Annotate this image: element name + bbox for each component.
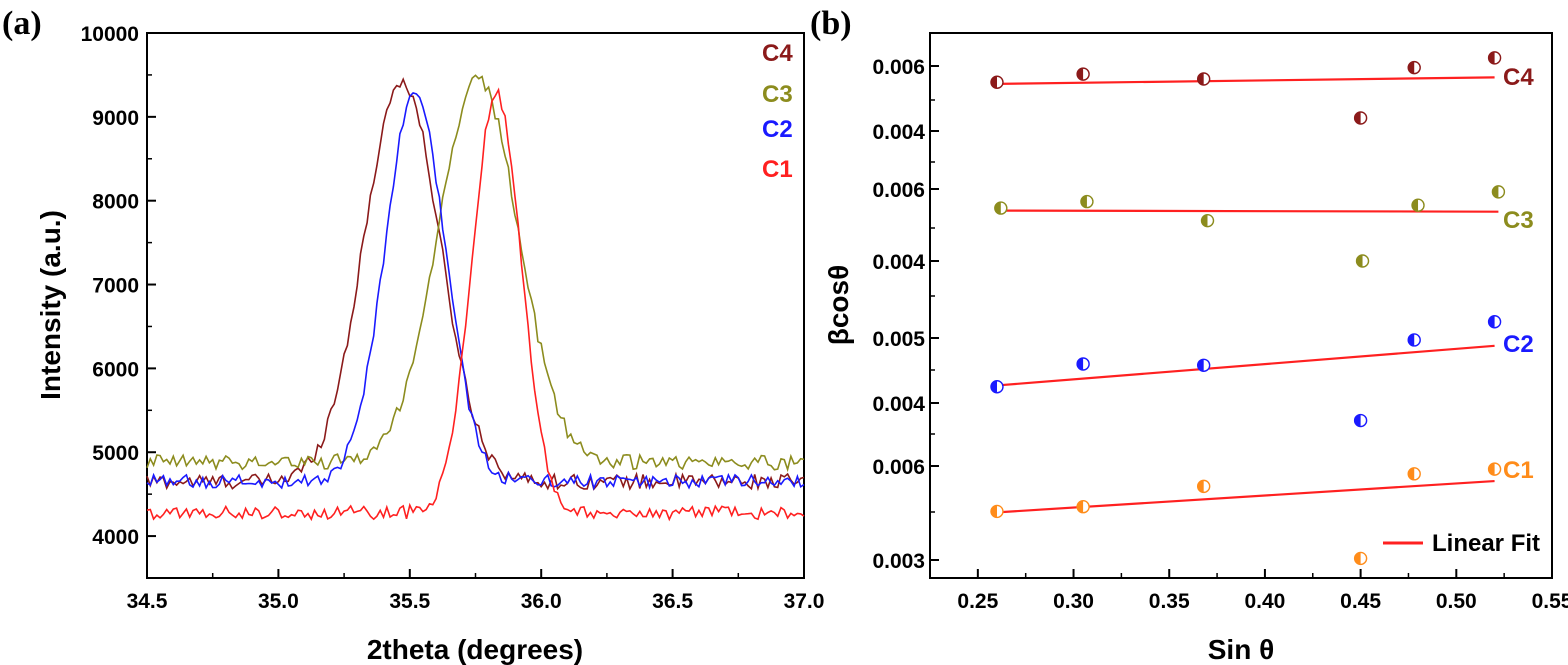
xrd-series-c2-line (146, 91, 805, 491)
wh-x-tick-label: 0.55 (1532, 590, 1568, 613)
wh-point (1353, 111, 1368, 125)
wh-fit-line-c1 (996, 479, 1495, 514)
wh-group-c2: C2 (990, 315, 1534, 428)
wh-point (1196, 479, 1211, 494)
xrd-y-tick-label: 5000 (92, 442, 139, 465)
wh-plot-frame (929, 32, 1553, 579)
wh-point (1353, 551, 1368, 566)
wh-group-label-c3: C3 (1503, 207, 1534, 234)
xrd-chart: 34.5 35.0 35.5 36.0 36.5 37.0 4000 5000 6000 7000… (35, 23, 824, 665)
wh-point (1196, 72, 1211, 86)
xrd-y-tick-label: 7000 (92, 275, 139, 298)
wh-y-tick-label: 0.004 (872, 393, 925, 416)
xrd-y-tick-label: 8000 (92, 191, 139, 214)
wh-y-tick-label: 0.003 (872, 550, 925, 573)
wh-point (990, 75, 1004, 89)
wh-y-tick-label: 0.006 (872, 179, 925, 202)
wh-group-c3: C3 (994, 185, 1534, 268)
wh-y-tick-label: 0.006 (872, 456, 925, 479)
xrd-series-group (146, 74, 805, 522)
wh-group-label-c2: C2 (1503, 331, 1534, 358)
xrd-legend-c2: C2 (762, 116, 793, 143)
wh-x-tick-label: 0.50 (1436, 590, 1477, 613)
xrd-y-tick-label: 4000 (92, 526, 139, 549)
wh-y-tick-label: 0.004 (872, 121, 925, 144)
wh-point (1080, 194, 1094, 209)
xrd-legend-c4: C4 (762, 40, 793, 67)
wh-legend: Linear Fit (1383, 530, 1540, 557)
wh-point (1407, 467, 1421, 481)
wh-point (1196, 358, 1211, 372)
xrd-legend-c1: C1 (762, 156, 793, 183)
xrd-legend-c3: C3 (762, 81, 793, 108)
wh-x-tick-label: 0.45 (1340, 590, 1381, 613)
xrd-legend: C4 C3 C2 C1 (762, 40, 793, 183)
wh-y-tick-label: 0.005 (872, 328, 925, 351)
wh-point (1076, 500, 1090, 514)
wh-point (1407, 333, 1421, 347)
xrd-y-tick-label: 10000 (81, 23, 139, 46)
wh-y-axis-label: βcosθ (823, 265, 854, 345)
xrd-axis-ticks: 34.5 35.0 35.5 36.0 36.5 37.0 4000 5000 6000 7000… (81, 23, 825, 613)
wh-point (1491, 185, 1506, 199)
xrd-y-tick-label: 9000 (92, 107, 139, 130)
wh-point (990, 380, 1004, 394)
linear-fit-legend-label: Linear Fit (1432, 530, 1540, 557)
wh-fit-line-c3 (1000, 209, 1499, 213)
wh-point (1076, 67, 1090, 81)
panel-a-label: (a) (2, 5, 42, 42)
wh-y-tick-label: 0.006 (872, 56, 925, 79)
wh-group-label-c1: C1 (1503, 457, 1534, 484)
xrd-series-c3-line (146, 74, 805, 473)
wh-y-tick-label: 0.004 (872, 251, 925, 274)
wh-point (1076, 357, 1090, 371)
wh-point (1407, 60, 1421, 75)
wh-point (994, 201, 1008, 215)
xrd-x-tick-label: 35.0 (258, 590, 299, 613)
xrd-x-tick-label: 37.0 (784, 590, 825, 613)
xrd-x-tick-label: 36.5 (652, 590, 693, 613)
xrd-x-tick-label: 35.5 (389, 590, 430, 613)
wh-x-tick-label: 0.40 (1244, 590, 1285, 613)
wh-x-axis-label: Sin θ (1208, 634, 1274, 665)
wh-group-c1: C1 (990, 457, 1534, 566)
wh-group-label-c4: C4 (1503, 64, 1534, 91)
wh-point (1200, 213, 1215, 228)
xrd-x-tick-label: 36.0 (521, 590, 562, 613)
xrd-x-axis-label: 2theta (degrees) (367, 634, 583, 665)
xrd-y-tick-label: 6000 (92, 358, 139, 381)
wh-point (1355, 254, 1370, 268)
wh-fit-line-c4 (996, 76, 1495, 85)
williamson-hall-chart: 0.25 0.30 0.35 0.40 0.45 0.50 0.55 0.004 0.006 0.… (823, 32, 1568, 665)
wh-axis-ticks: 0.25 0.30 0.35 0.40 0.45 0.50 0.55 0.004 0.006 0.… (872, 56, 1568, 613)
wh-group-c4: C4 (990, 51, 1534, 125)
wh-x-tick-label: 0.25 (957, 590, 998, 613)
wh-point (1487, 315, 1502, 329)
xrd-x-tick-label: 34.5 (127, 590, 168, 613)
wh-groups: C4 C3 C2 C1 (990, 51, 1534, 566)
wh-point (1487, 51, 1502, 65)
wh-x-tick-label: 0.35 (1149, 590, 1190, 613)
wh-x-tick-label: 0.30 (1053, 590, 1094, 613)
wh-point (1487, 462, 1502, 476)
wh-point (990, 504, 1004, 519)
wh-point (1411, 198, 1425, 212)
xrd-y-axis-label: Intensity (a.u.) (35, 210, 66, 400)
xrd-plot-frame (146, 32, 805, 579)
wh-fit-line-c2 (996, 344, 1495, 387)
panel-b-label: (b) (810, 5, 852, 42)
wh-point (1353, 413, 1368, 428)
xrd-series-c1-line (146, 87, 805, 522)
